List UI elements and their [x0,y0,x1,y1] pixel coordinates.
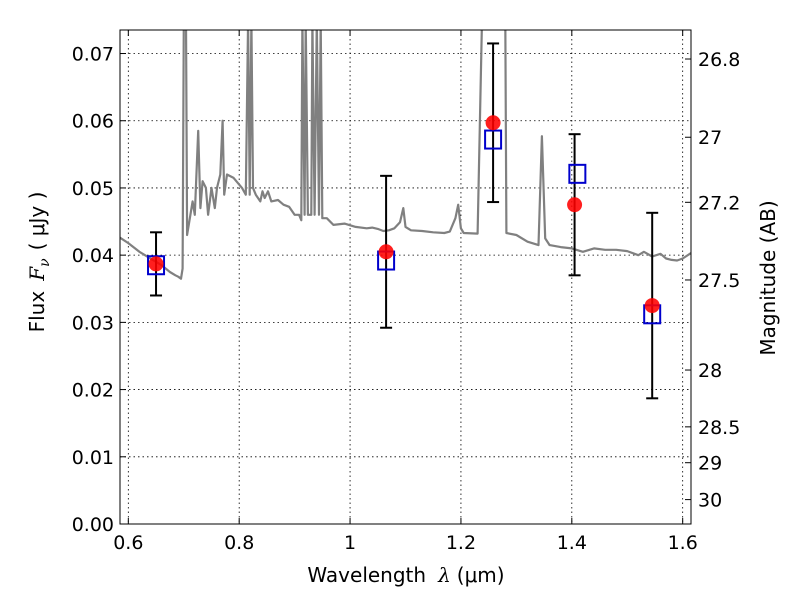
observed-point-0 [148,256,164,272]
tick-label-layer: 0.6 0.8 1 1.2 1.4 1.6 0.00 0.01 0.02 0.03 0.04 0.05… [72,44,741,554]
y2-tick-label-7: 30 [698,490,722,512]
x-axis-title-symbol: λ [437,563,451,587]
x-tick-label-5: 1.6 [668,532,698,554]
y-tick-label-3: 0.03 [72,312,114,334]
y2-tick-label-3: 27.5 [698,270,740,292]
y2-tick-label-4: 28 [698,360,722,382]
spectrum-line [120,30,691,280]
y2-tick-label-1: 27 [698,127,722,149]
observed-point-2 [485,115,501,131]
y-tick-label-0: 0.00 [72,514,114,536]
x-tick-label-4: 1.4 [557,532,587,554]
spectrum-layer [120,30,691,280]
x-axis-title-text: Wavelength [307,563,426,587]
observed-point-3 [567,197,583,213]
y-tick-label-1: 0.01 [72,447,114,469]
model-square-0 [147,255,166,276]
y-axis-title: Flux Fν ( μJy ) [25,192,53,333]
y2-tick-label-0: 26.8 [698,49,740,71]
x-axis-title-unit: (μm) [457,563,505,587]
observed-point-4 [644,298,660,314]
plot-frame [119,29,692,525]
y2-tick-label-6: 29 [698,453,722,475]
y-axis-title-subscript: ν [37,258,53,267]
observed-point-1 [378,244,394,260]
marker-layer [147,115,662,325]
x-tick-label-0: 0.6 [113,532,143,554]
y-tick-label-5: 0.05 [72,178,114,200]
x-tick-label-2: 1 [344,532,356,554]
y-tick-label-6: 0.06 [72,111,114,133]
tick-layer [120,30,691,525]
x-axis-title: Wavelength λ (μm) [307,563,504,587]
y-tick-label-7: 0.07 [72,44,114,66]
model-square-3 [568,163,587,184]
y-axis-title-text: Flux [25,291,49,333]
y2-tick-label-5: 28.5 [698,417,740,439]
y-tick-label-4: 0.04 [72,245,114,267]
y-tick-label-2: 0.02 [72,380,114,402]
y2-axis-title: Magnitude (AB) [756,200,780,355]
y2-tick-label-2: 27.2 [698,192,740,214]
x-tick-label-1: 0.8 [224,532,254,554]
model-square-2 [484,129,503,150]
x-tick-label-3: 1.2 [446,532,476,554]
y-axis-title-symbol: F [25,266,49,282]
y-axis-title-unit: ( μJy ) [25,192,49,251]
